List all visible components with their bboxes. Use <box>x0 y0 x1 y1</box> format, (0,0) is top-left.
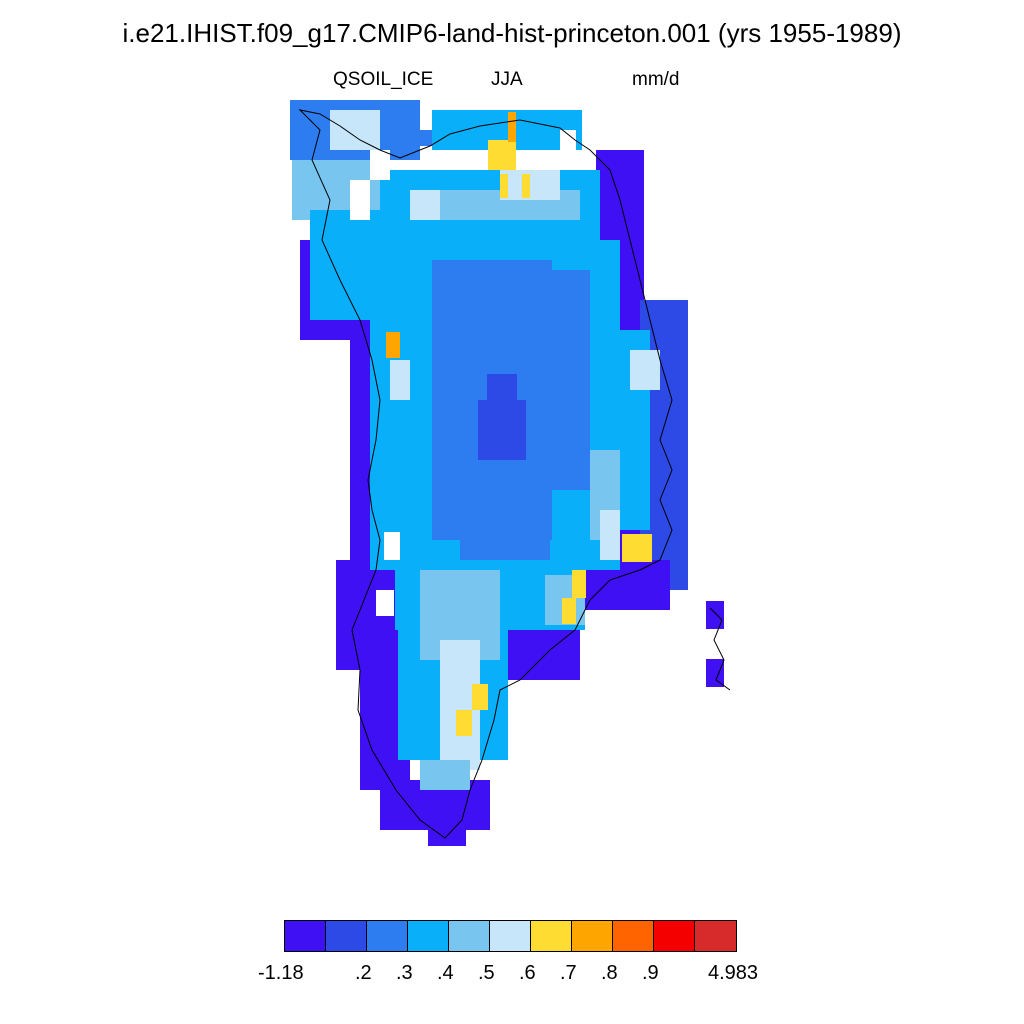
coastline-path <box>298 109 673 839</box>
legend-color-box <box>613 921 654 951</box>
legend-color-box <box>367 921 408 951</box>
season-label: JJA <box>491 69 523 90</box>
map-cell <box>370 150 390 180</box>
map-cell <box>410 190 440 220</box>
map-cell <box>472 684 488 710</box>
legend-tick-label: 4.983 <box>708 962 759 984</box>
legend-tick-label: .6 <box>519 962 536 984</box>
map-cell <box>420 760 470 790</box>
map-cell <box>384 532 400 560</box>
map-cell <box>500 174 508 198</box>
legend-color-box <box>695 921 736 951</box>
coastline-path <box>709 607 731 691</box>
legend-tick-label: .8 <box>601 962 618 984</box>
legend-tick-label: .4 <box>437 962 454 984</box>
map-cell <box>376 590 394 616</box>
high-value-cells <box>386 112 652 736</box>
plot-title: i.e21.IHIST.f09_g17.CMIP6-land-hist-prin… <box>122 18 902 48</box>
map-cell <box>488 140 516 170</box>
legend-color-box <box>490 921 531 951</box>
legend-color-box <box>285 921 326 951</box>
legend-color-box <box>531 921 572 951</box>
map-cell <box>428 820 466 846</box>
legend-color-box <box>654 921 695 951</box>
legend-color-box <box>408 921 449 951</box>
map-cell <box>508 112 516 142</box>
interior-layer <box>432 260 590 560</box>
map-cell <box>350 180 370 220</box>
map-cell <box>706 659 724 687</box>
legend-tick-label: .2 <box>355 962 372 984</box>
map-cell <box>456 710 472 736</box>
map-cell <box>522 174 530 198</box>
color-legend <box>284 920 737 952</box>
map-cell <box>572 570 586 598</box>
map-cell <box>386 332 400 358</box>
map-cell <box>540 270 590 490</box>
variable-label: QSOIL_ICE <box>333 69 434 90</box>
map-cell <box>460 530 550 560</box>
light-bands-layer <box>330 110 660 790</box>
legend-color-box <box>326 921 367 951</box>
map-cell <box>390 360 410 400</box>
map-cell <box>600 510 620 560</box>
map-cell <box>478 400 526 460</box>
map-cell <box>706 601 724 629</box>
legend-tick-label: .3 <box>396 962 413 984</box>
legend-tick-label: -1.18 <box>258 962 304 984</box>
map-cell <box>487 374 517 404</box>
map-cell <box>622 534 652 562</box>
units-label: mm/d <box>632 69 680 90</box>
coastline <box>298 109 731 839</box>
legend-color-box <box>572 921 613 951</box>
legend-tick-label: .7 <box>560 962 577 984</box>
map-cell <box>562 598 576 624</box>
legend-tick-label: .9 <box>642 962 659 984</box>
legend-color-box <box>449 921 490 951</box>
legend-tick-label: .5 <box>478 962 495 984</box>
map-cell <box>630 350 660 390</box>
map-cell <box>330 110 380 150</box>
